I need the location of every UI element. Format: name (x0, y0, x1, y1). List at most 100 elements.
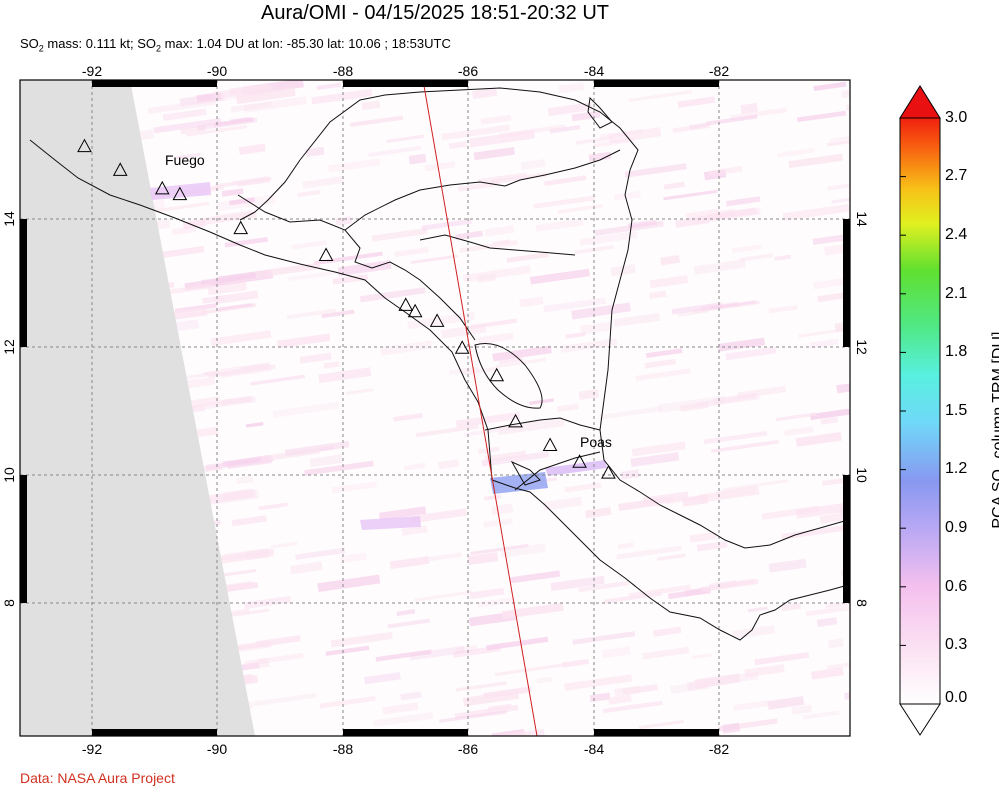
so2-pixel (571, 302, 631, 320)
map-subtitle: SO2 mass: 0.111 kt; SO2 max: 1.04 DU at … (20, 36, 451, 54)
so2-pixel (813, 81, 847, 92)
so2-pixel (423, 552, 462, 562)
so2-pixel (483, 518, 513, 528)
so2-pixel (608, 694, 632, 705)
colorbar (899, 85, 941, 736)
so2-pixel (630, 452, 680, 467)
so2-pixel (486, 636, 549, 651)
lon-tick-top: -84 (584, 63, 604, 79)
colorbar-tick: 3.0 (945, 109, 968, 126)
volcano-marker (601, 465, 616, 479)
volcano-label-poas: Poas (580, 434, 612, 450)
so2-pixel (723, 479, 789, 492)
volcano-marker (542, 437, 558, 452)
so2-pixel (703, 671, 759, 687)
lon-tick-bottom: -92 (82, 741, 102, 757)
so2-pixel (761, 505, 820, 520)
so2-pixel (805, 603, 850, 617)
so2-pixel (492, 239, 511, 246)
so2-pixel (614, 190, 641, 201)
so2-pixel (565, 332, 586, 339)
so2-pixel (473, 147, 515, 161)
so2-pixel (819, 510, 850, 524)
so2-pixel (421, 218, 472, 231)
so2-pixel (613, 312, 661, 328)
so2-pixel (542, 496, 583, 511)
so2-pixel (375, 649, 432, 662)
colorbar-tick: 1.2 (945, 460, 968, 477)
so2-pixel (289, 561, 323, 575)
lon-tick-top: -88 (333, 63, 353, 79)
so2-pixel (394, 247, 429, 258)
so2-pixel (686, 679, 708, 691)
so2-pixel (484, 225, 515, 237)
so2-pixel (302, 176, 345, 189)
so2-pixel (304, 460, 374, 476)
so2-pixel (660, 254, 680, 266)
so2-pixel (483, 494, 502, 501)
so2-pixel (299, 352, 332, 364)
so2-pixel (401, 525, 428, 536)
so2-pixel (622, 683, 658, 695)
colorbar-max-arrow (899, 85, 941, 119)
so2-pixel (213, 117, 254, 127)
so2-pixel (708, 207, 758, 221)
so2-pixel (215, 176, 272, 189)
so2-pixel (578, 580, 629, 593)
so2-pixel (644, 358, 676, 369)
so2-pixel (677, 96, 716, 108)
so2-pixel (827, 638, 844, 649)
lon-tick-bottom: -84 (584, 741, 604, 757)
so2-pixel (403, 462, 426, 471)
so2-pixel (802, 710, 840, 720)
so2-pixel (492, 345, 552, 362)
so2-pixel (230, 116, 251, 124)
so2-pixel (624, 163, 688, 178)
so2-pixel (836, 383, 850, 394)
lat-tick-left: 8 (1, 599, 17, 607)
so2-pixel (498, 124, 566, 139)
so2-pixel (589, 692, 611, 703)
so2-pixel (305, 146, 325, 158)
volcano-marker (508, 413, 523, 428)
so2-pixel (236, 475, 254, 485)
so2-pixel (740, 102, 758, 114)
so2-pixel (286, 308, 337, 320)
so2-pixel (470, 543, 529, 556)
so2-pixel (820, 417, 838, 425)
so2-pixel (309, 454, 343, 468)
so2-pixel (162, 108, 207, 121)
so2-enhancement-patch (545, 460, 607, 476)
so2-pixel (635, 368, 691, 381)
so2-pixel (671, 302, 723, 315)
so2-pixel (826, 138, 850, 147)
so2-pixel (277, 333, 331, 349)
so2-pixel (222, 454, 271, 467)
so2-pixel (642, 646, 690, 660)
so2-pixel (455, 681, 507, 692)
so2-pixel (246, 548, 269, 561)
colorbar-tick: 0.0 (945, 689, 968, 706)
so2-pixel (318, 367, 372, 384)
so2-pixel (203, 370, 220, 376)
so2-pixel (602, 700, 663, 714)
so2-pixel (795, 432, 842, 447)
so2-pixel (220, 395, 253, 406)
so2-pixel (438, 710, 507, 723)
frame-ticks (20, 80, 850, 736)
so2-pixel (368, 145, 422, 158)
so2-enhancement-patch (360, 516, 421, 530)
so2-pixel (400, 691, 422, 701)
so2-pixel (469, 587, 505, 600)
lat-tick-right: 8 (854, 599, 870, 607)
so2-pixel (505, 729, 545, 736)
so2-pixel (229, 83, 270, 96)
lat-tick-right: 14 (854, 211, 870, 227)
so2-pixel (558, 82, 585, 94)
so2-pixel (826, 661, 850, 670)
volcano-marker (407, 303, 423, 318)
volcano-label-fuego: Fuego (165, 152, 205, 168)
lon-tick-bottom: -90 (207, 741, 227, 757)
so2-pixel (825, 594, 850, 609)
so2-pixel (754, 651, 810, 666)
